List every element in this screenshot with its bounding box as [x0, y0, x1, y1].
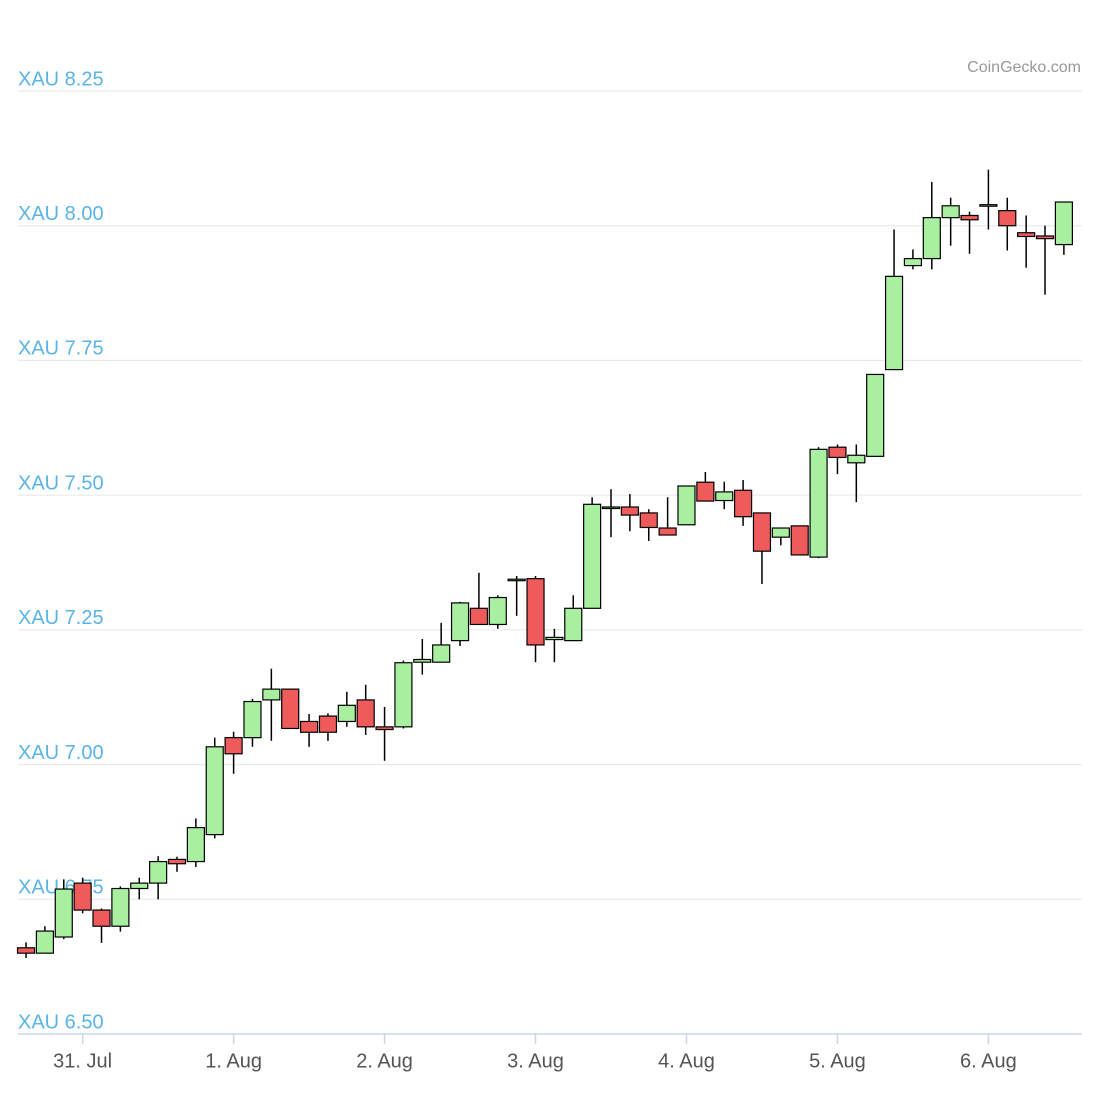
- candle-body: [262, 688, 281, 701]
- candle-body: [130, 882, 149, 890]
- candle-body: [583, 503, 602, 609]
- candle-body: [488, 596, 507, 626]
- candle-body: [639, 512, 658, 529]
- candle-body: [526, 578, 545, 646]
- candle-body: [677, 485, 696, 526]
- candle-body: [318, 715, 338, 733]
- candle-body: [299, 720, 319, 733]
- candle-body: [469, 607, 489, 626]
- watermark: CoinGecko.com: [967, 59, 1081, 76]
- candle-body: [92, 909, 111, 927]
- candle-body: [564, 607, 583, 642]
- candle-body: [752, 512, 772, 552]
- candle-body: [715, 491, 734, 502]
- candle-body: [790, 525, 809, 556]
- x-tick-label: 1. Aug: [205, 1050, 262, 1072]
- candle-body: [224, 737, 243, 755]
- candle-body: [167, 858, 187, 865]
- candle-body: [432, 644, 451, 663]
- x-tick-label: 31. Jul: [53, 1050, 112, 1072]
- candle-body: [111, 887, 130, 927]
- x-tick-label: 3. Aug: [507, 1050, 564, 1072]
- x-tick-label: 5. Aug: [809, 1050, 866, 1072]
- x-tick-label: 6. Aug: [960, 1050, 1017, 1072]
- candle-body: [281, 688, 300, 730]
- y-tick-label: XAU 7.25: [18, 607, 104, 629]
- candle-body: [941, 205, 960, 219]
- candle-body: [450, 602, 470, 642]
- y-tick-label: XAU 6.50: [18, 1011, 104, 1033]
- y-tick-label: XAU 7.50: [18, 472, 104, 494]
- candle-body: [696, 481, 715, 502]
- candle-body: [394, 662, 413, 728]
- candle-body: [149, 860, 168, 884]
- candle-body: [73, 882, 92, 911]
- candle-body: [35, 930, 55, 954]
- candle-body: [186, 827, 205, 863]
- candle-body: [16, 947, 36, 954]
- candle-body: [733, 489, 753, 518]
- y-tick-label: XAU 7.75: [18, 338, 104, 360]
- candle-body: [243, 700, 262, 739]
- candle-body: [1054, 201, 1073, 246]
- candle-body: [205, 746, 224, 836]
- candle-body: [979, 204, 998, 207]
- candle-body: [998, 210, 1017, 227]
- y-tick-label: XAU 8.25: [18, 68, 104, 90]
- y-tick-label: XAU 8.00: [18, 203, 104, 225]
- candle-body: [507, 578, 526, 582]
- candle-body: [337, 704, 356, 723]
- x-tick-label: 2. Aug: [356, 1050, 413, 1072]
- candle-body: [960, 214, 979, 221]
- candle-body: [809, 448, 828, 558]
- candle-body: [866, 373, 885, 457]
- candle-body: [54, 888, 73, 938]
- candle-body: [601, 506, 621, 510]
- x-tick-label: 4. Aug: [658, 1050, 715, 1072]
- candle-body: [375, 726, 394, 731]
- candle-body: [922, 217, 941, 260]
- candle-body: [356, 699, 375, 728]
- y-tick-label: XAU 7.00: [18, 742, 104, 764]
- candle-body: [828, 446, 847, 459]
- candle-body: [847, 454, 866, 464]
- candle-body: [884, 275, 904, 371]
- candle-body: [771, 527, 790, 538]
- candle-body: [1035, 235, 1055, 240]
- candle-body: [658, 527, 677, 536]
- candle-body: [903, 257, 923, 267]
- candle-body: [1017, 232, 1036, 238]
- candle-body: [620, 506, 639, 516]
- candle-body: [413, 658, 432, 663]
- candle-body: [545, 636, 564, 641]
